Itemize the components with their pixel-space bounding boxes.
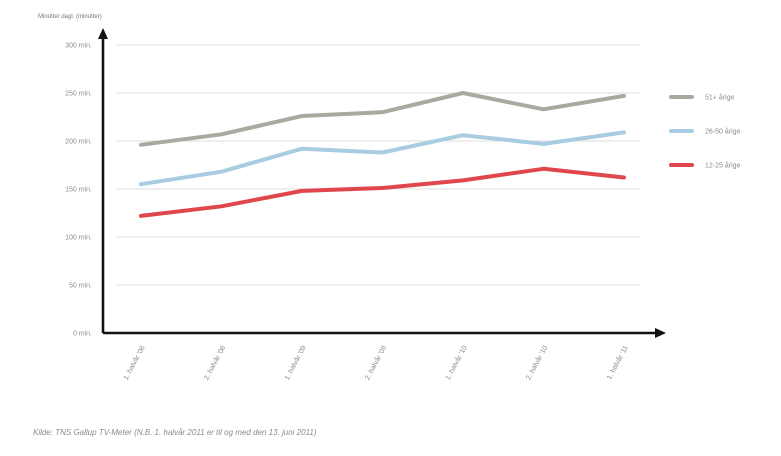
- x-tick-label: 1. halvår '09: [283, 344, 308, 381]
- data-point: [301, 115, 303, 117]
- y-tick-label: 150 min.: [65, 187, 92, 194]
- data-point: [381, 111, 384, 113]
- x-tick-label: 2. halvår '09: [363, 344, 388, 381]
- data-point: [542, 143, 545, 145]
- series-line: [139, 166, 626, 218]
- y-tick-label: 200 min.: [65, 139, 92, 146]
- y-axis-unit-label: Minutter dagl. (minutter): [38, 14, 102, 20]
- legend-label: 26-50 årige: [705, 128, 741, 136]
- series-line: [139, 130, 626, 187]
- data-point: [542, 168, 545, 170]
- y-tick-label: 300 min.: [65, 43, 92, 50]
- x-tick-label: 1. halvår '11: [605, 344, 630, 381]
- source-note: Kilde: TNS Gallup TV-Meter (N.B. 1. halv…: [33, 428, 317, 437]
- data-point: [381, 151, 384, 154]
- data-point: [623, 176, 625, 179]
- data-point: [220, 133, 223, 135]
- data-point: [623, 95, 625, 97]
- y-tick-label: 50 min.: [69, 283, 92, 290]
- data-point: [301, 190, 303, 192]
- data-point: [140, 144, 142, 146]
- x-tick-label: 2. halvår '08: [202, 344, 227, 381]
- data-point: [220, 205, 223, 207]
- data-point: [140, 183, 142, 185]
- x-tick-label: 1. halvår '08: [122, 344, 147, 381]
- y-tick-label: 0 min.: [73, 331, 92, 338]
- data-point: [301, 148, 303, 150]
- x-tick-label: 1. halvår '10: [444, 344, 469, 381]
- data-point: [381, 187, 384, 189]
- x-axis-arrow: [655, 328, 666, 338]
- data-point: [462, 179, 464, 181]
- data-point: [623, 131, 625, 133]
- x-tick-label: 2. halvår '10: [524, 344, 549, 381]
- data-point: [140, 215, 142, 217]
- legend-label: 51+ årige: [705, 94, 734, 102]
- data-point: [220, 171, 223, 173]
- y-tick-label: 250 min.: [65, 91, 92, 98]
- y-tick-label: 100 min.: [65, 235, 92, 242]
- y-axis-arrow: [98, 28, 108, 39]
- data-point: [542, 108, 545, 110]
- data-point: [462, 92, 464, 94]
- series-line: [139, 91, 626, 147]
- legend-label: 12-25 årige: [705, 162, 741, 170]
- data-point: [462, 134, 464, 136]
